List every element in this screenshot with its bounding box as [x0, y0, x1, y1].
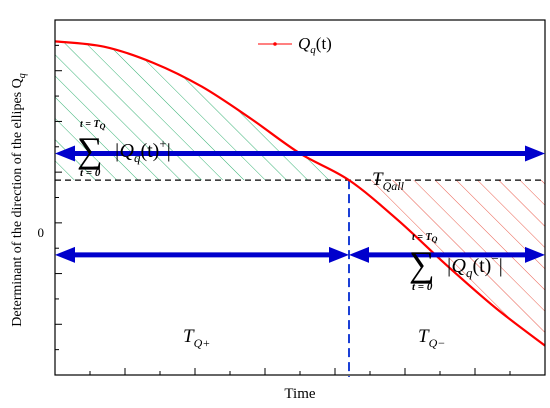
- label-T-Qplus: TQ+: [183, 326, 210, 350]
- x-ticks: [89, 368, 511, 375]
- sum-positive-term: |Qq(t)+|: [114, 136, 171, 165]
- y-tick-label-zero: 0: [38, 225, 45, 240]
- y-axis-label-main: Determinant of the direction of the elli…: [10, 78, 25, 326]
- label-T-Qminus: TQ−: [418, 326, 445, 350]
- sum-positive-symbol: ∑: [77, 130, 103, 170]
- sum-negative-bottom: t = 0: [412, 281, 433, 293]
- legend-label: Qq(t): [298, 34, 332, 56]
- sum-negative-top: t = TQ: [412, 232, 438, 244]
- sum-negative-annotation: t = TQ ∑ t = 0 |Qq(t)−|: [409, 232, 503, 293]
- legend-marker: [273, 42, 277, 46]
- y-axis-label-sub: q: [17, 73, 28, 78]
- arrows: [55, 145, 545, 263]
- sum-negative-term: |Qq(t)−|: [446, 251, 503, 280]
- sum-negative-symbol: ∑: [409, 244, 435, 284]
- sum-positive-annotation: t = TQ ∑ t = 0 |Qq(t)+|: [77, 119, 171, 179]
- legend: Qq(t): [258, 34, 332, 56]
- positive-area-hatch: [55, 41, 349, 181]
- sum-positive-bottom: t = 0: [80, 167, 101, 179]
- label-T-Qall: TQall: [372, 169, 405, 193]
- arrow-T-Qall: [55, 145, 545, 162]
- arrow-T-Qminus: [349, 246, 545, 263]
- y-axis-label: Determinant of the direction of the elli…: [10, 73, 28, 326]
- negative-area-hatch: [349, 180, 545, 346]
- x-axis-label: Time: [284, 386, 315, 402]
- y-ticks: [55, 19, 62, 376]
- arrow-T-Qplus: [55, 246, 349, 263]
- sum-positive-top: t = TQ: [80, 119, 106, 131]
